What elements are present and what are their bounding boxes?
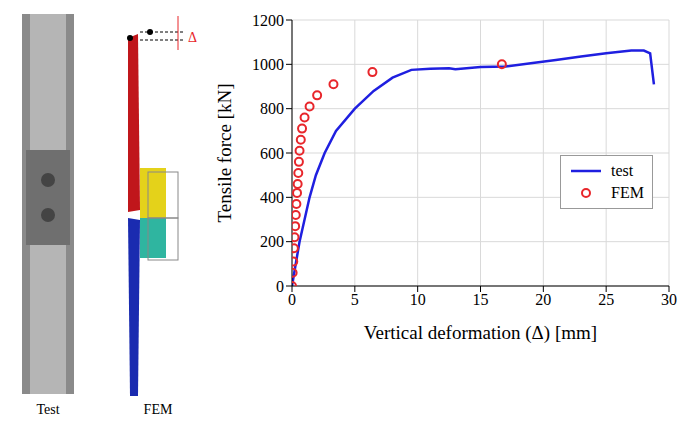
svg-text:0: 0 [276, 278, 284, 295]
svg-text:800: 800 [260, 100, 284, 117]
svg-text:0: 0 [288, 291, 296, 308]
svg-text:20: 20 [535, 291, 551, 308]
svg-text:5: 5 [351, 291, 359, 308]
svg-text:1000: 1000 [252, 56, 284, 73]
svg-text:FEM: FEM [144, 402, 173, 417]
svg-text:25: 25 [598, 291, 614, 308]
svg-text:600: 600 [260, 145, 284, 162]
svg-text:30: 30 [661, 291, 677, 308]
svg-text:10: 10 [410, 291, 426, 308]
html-text:test: test [611, 162, 634, 179]
svg-text:15: 15 [473, 291, 489, 308]
svg-text:1200: 1200 [252, 12, 284, 29]
svg-text:200: 200 [260, 233, 284, 250]
svg-text:Δ: Δ [188, 30, 197, 45]
svg-text:Vertical deformation (Δ) [mm]: Vertical deformation (Δ) [mm] [364, 322, 597, 344]
svg-text:Tensile force [kN]: Tensile force [kN] [215, 84, 235, 223]
html-text:FEM: FEM [611, 184, 644, 201]
svg-text:400: 400 [260, 189, 284, 206]
svg-text:Test: Test [36, 402, 59, 417]
